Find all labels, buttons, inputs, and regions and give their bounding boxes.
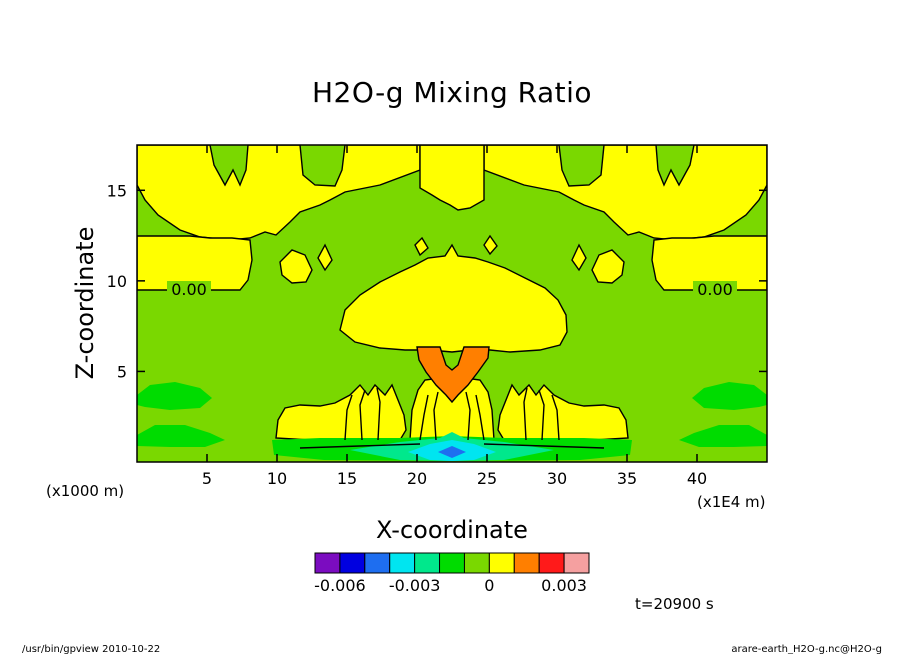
x-tick-label: 10 [267, 469, 287, 488]
island-center-1 [414, 236, 429, 257]
chart-title: H2O-g Mixing Ratio [312, 76, 592, 109]
colorbar-swatch [364, 552, 391, 574]
contour-tag-left [167, 281, 211, 297]
colorbar-swatch [563, 552, 590, 574]
island-left-1 [279, 249, 313, 284]
x-tick-label: 40 [687, 469, 707, 488]
region-low1-left-2 [137, 425, 225, 447]
contour-tag-right [693, 281, 737, 297]
y-tick-label: 10 [107, 272, 127, 291]
colorbar-swatch [513, 552, 540, 574]
colorbar-tick-label: 0.003 [541, 576, 587, 595]
region-core [416, 346, 490, 404]
contour-field: 0.00 0.00 [137, 145, 767, 462]
region-low1-left [137, 382, 212, 410]
x-unit-label-left: (x1000 m) [46, 482, 124, 500]
colorbar-swatch [439, 552, 465, 574]
x-axis-ticks: 5 10 15 20 25 30 35 40 [202, 145, 707, 488]
colorbar-swatch [339, 552, 366, 574]
contour-lines [299, 387, 605, 449]
colorbar-tick-label: -0.003 [389, 576, 441, 595]
footer-right: arare-earth_H2O-g.nc@H2O-g [731, 644, 882, 654]
x-tick-label: 5 [202, 469, 212, 488]
colorbar [314, 552, 590, 574]
x-tick-label: 20 [407, 469, 427, 488]
region-positive-central-blob [339, 243, 568, 353]
colorbar-swatch [389, 552, 416, 574]
plot-frame [136, 144, 768, 463]
x-tick-label: 25 [477, 469, 497, 488]
contour-label-tags: 0.00 0.00 [167, 280, 737, 299]
region-low1-right-2 [679, 425, 767, 447]
colorbar-tick-label: 0 [484, 576, 494, 595]
x-axis-label: X-coordinate [376, 516, 528, 544]
y-axis-label: Z-coordinate [71, 227, 99, 380]
island-right-2 [571, 243, 587, 272]
island-center-2 [483, 234, 498, 256]
contour-label-right: 0.00 [697, 280, 733, 299]
y-tick-label: 15 [107, 181, 127, 200]
island-right-1 [591, 249, 625, 284]
x-unit-label-right: (x1E4 m) [697, 493, 766, 511]
region-positive-top-center [419, 145, 485, 211]
time-label: t=20900 s [635, 595, 714, 613]
island-left-2 [317, 243, 333, 272]
y-tick-label: 5 [117, 362, 127, 381]
footer-left: /usr/bin/gpview 2010-10-22 [22, 644, 160, 654]
region-low4-bottom [438, 446, 466, 458]
colorbar-swatch [463, 552, 490, 574]
region-low1-right [692, 382, 767, 410]
x-tick-label: 30 [547, 469, 567, 488]
colorbar-swatch [414, 552, 441, 574]
colorbar-swatch [488, 552, 515, 574]
colorbar-ticks: -0.006 -0.003 0 0.003 [314, 576, 587, 595]
colorbar-swatch [314, 552, 341, 574]
colorbar-swatch [538, 552, 565, 574]
x-tick-label: 35 [617, 469, 637, 488]
contour-label-left: 0.00 [171, 280, 207, 299]
colorbar-tick-label: -0.006 [314, 576, 366, 595]
y-axis-ticks: 5 10 15 [107, 181, 767, 381]
x-tick-label: 15 [337, 469, 357, 488]
